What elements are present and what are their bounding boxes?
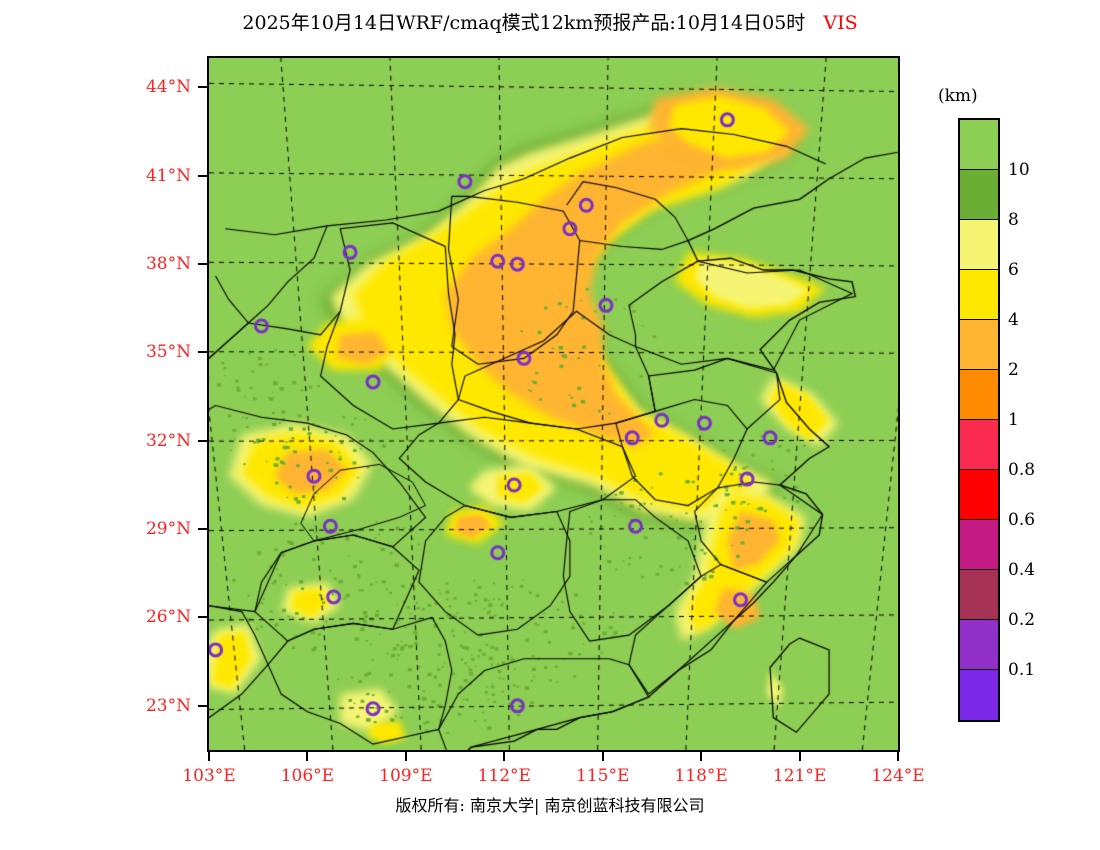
x-axis-label: 121°E (758, 766, 842, 786)
y-axis-tick (198, 440, 207, 442)
colorbar-tick-label: 0.4 (1008, 560, 1035, 580)
colorbar-tick-label: 4 (1008, 310, 1019, 330)
y-axis-label: 32°N (123, 431, 191, 451)
colorbar: 10 8 6 4 2 1 0.8 0.6 0.4 0.2 0.1 (958, 118, 1000, 722)
visibility-heatmap-canvas (209, 58, 898, 750)
x-axis-tick (405, 752, 407, 761)
x-axis-tick (700, 752, 702, 761)
y-axis-tick (198, 175, 207, 177)
colorbar-segment: 0.8 (960, 420, 998, 470)
x-axis-tick (306, 752, 308, 761)
x-axis-tick (208, 752, 210, 761)
colorbar-tick-label: 8 (1008, 210, 1019, 230)
y-axis-label: 23°N (123, 696, 191, 716)
colorbar-segment: 4 (960, 270, 998, 320)
colorbar-tick-label: 0.1 (1008, 660, 1035, 680)
chart-title-main: 2025年10月14日WRF/cmaq模式12km预报产品:10月14日05时 (242, 12, 805, 34)
colorbar-segment (960, 670, 998, 720)
x-axis-label: 118°E (659, 766, 743, 786)
y-axis-label: 44°N (123, 77, 191, 97)
colorbar-tick-label: 10 (1008, 160, 1030, 180)
colorbar-segment: 1 (960, 370, 998, 420)
y-axis-label: 26°N (123, 607, 191, 627)
y-axis-tick (198, 263, 207, 265)
y-axis-label: 38°N (123, 254, 191, 274)
x-axis-tick (799, 752, 801, 761)
x-axis-label: 106°E (265, 766, 349, 786)
colorbar-tick-label: 0.2 (1008, 610, 1035, 630)
map-plot-area (207, 56, 900, 752)
colorbar-segment: 0.4 (960, 520, 998, 570)
colorbar-segment: 8 (960, 170, 998, 220)
y-axis-label: 29°N (123, 519, 191, 539)
colorbar-tick-label: 1 (1008, 410, 1019, 430)
x-axis-tick (602, 752, 604, 761)
y-axis-tick (198, 351, 207, 353)
chart-title-variable: VIS (823, 12, 857, 34)
x-axis-label: 115°E (561, 766, 645, 786)
colorbar-tick-label: 6 (1008, 260, 1019, 280)
colorbar-unit-label: (km) (938, 86, 978, 106)
colorbar-segment: 2 (960, 320, 998, 370)
colorbar-segment: 0.2 (960, 570, 998, 620)
chart-title: 2025年10月14日WRF/cmaq模式12km预报产品:10月14日05时 … (0, 8, 1100, 35)
colorbar-tick-label: 0.6 (1008, 510, 1035, 530)
y-axis-label: 35°N (123, 342, 191, 362)
colorbar-segment: 0.6 (960, 470, 998, 520)
x-axis-tick (897, 752, 899, 761)
y-axis-label: 41°N (123, 166, 191, 186)
colorbar-segment: 0.1 (960, 620, 998, 670)
colorbar-tick-label: 0.8 (1008, 460, 1035, 480)
y-axis-tick (198, 705, 207, 707)
x-axis-label: 109°E (364, 766, 448, 786)
x-axis-label: 124°E (856, 766, 940, 786)
colorbar-tick-label: 2 (1008, 360, 1019, 380)
y-axis-tick (198, 86, 207, 88)
x-axis-tick (503, 752, 505, 761)
copyright-footer: 版权所有: 南京大学| 南京创蓝科技有限公司 (0, 792, 1100, 816)
y-axis-tick (198, 528, 207, 530)
x-axis-label: 103°E (167, 766, 251, 786)
colorbar-segment: 10 (960, 120, 998, 170)
x-axis-label: 112°E (462, 766, 546, 786)
y-axis-tick (198, 616, 207, 618)
colorbar-segment: 6 (960, 220, 998, 270)
